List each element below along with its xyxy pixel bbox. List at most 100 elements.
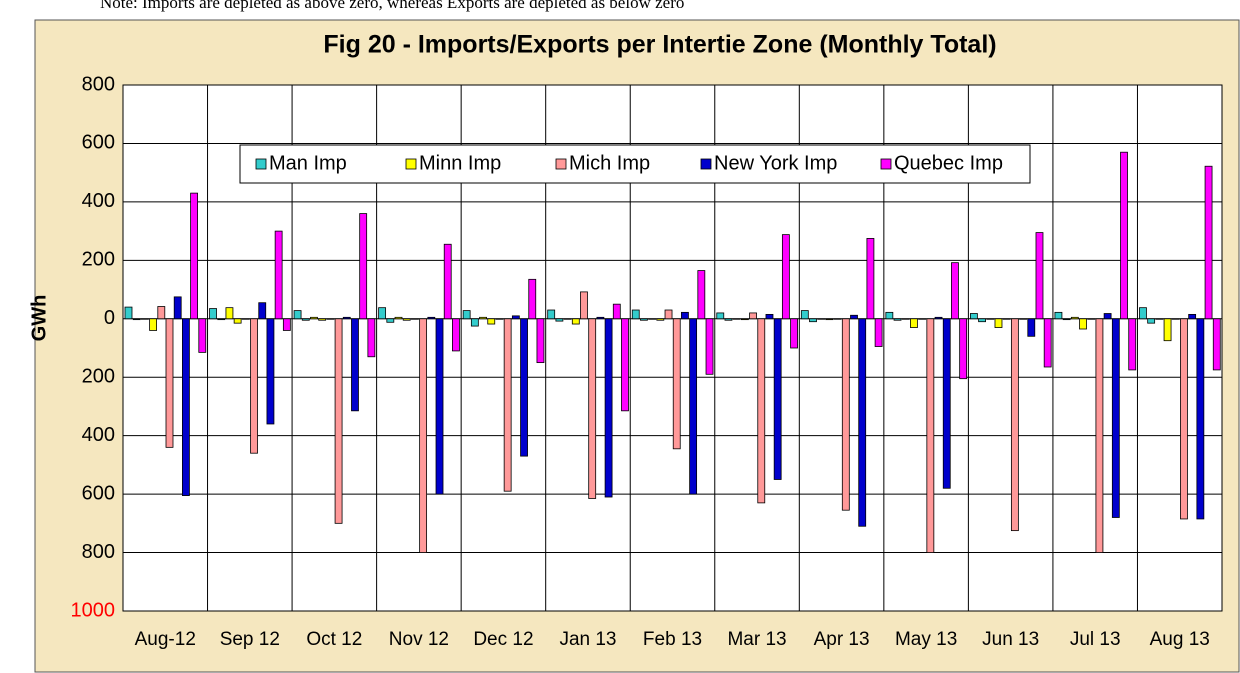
bar	[1070, 316, 1079, 320]
bar	[124, 306, 133, 320]
bar	[850, 314, 858, 320]
bar	[165, 318, 174, 448]
legend-box	[239, 144, 1031, 184]
bar	[1155, 318, 1164, 320]
bar	[1079, 318, 1087, 330]
bar	[503, 318, 512, 492]
bar	[1139, 307, 1147, 320]
bar	[885, 311, 894, 320]
bar	[757, 318, 766, 504]
x-tick-label: May 13	[895, 629, 957, 650]
y-axis-label: GWh	[28, 295, 50, 342]
bar	[773, 318, 782, 480]
bar	[1054, 311, 1063, 320]
bar	[631, 309, 640, 320]
bar	[378, 307, 387, 320]
bar	[1027, 318, 1036, 337]
bar	[1095, 318, 1104, 553]
bar	[656, 318, 665, 321]
bar	[190, 192, 199, 320]
bar	[1111, 318, 1120, 518]
x-tick-label: Jul 13	[1070, 629, 1121, 650]
bar	[951, 262, 959, 320]
bar	[1128, 318, 1137, 371]
bar	[893, 318, 902, 321]
bar	[648, 318, 657, 320]
x-tick-label: Aug-12	[135, 629, 196, 650]
x-tick-label: Feb 13	[643, 629, 702, 650]
bar	[1188, 313, 1197, 320]
y-tick-label: 600	[82, 132, 115, 154]
bar	[258, 302, 267, 320]
bar	[547, 309, 556, 320]
legend-swatch	[255, 158, 267, 170]
bar	[411, 318, 419, 320]
bar	[724, 318, 733, 321]
bar	[427, 316, 436, 320]
y-tick-label: 800	[82, 73, 115, 95]
bar	[800, 310, 809, 320]
bar	[841, 318, 850, 511]
bar	[740, 318, 749, 321]
bar	[528, 278, 537, 320]
chart-title: Fig 20 - Imports/Exports per Intertie Zo…	[323, 31, 996, 59]
bar	[359, 213, 368, 320]
bar	[866, 238, 875, 320]
bar	[1103, 313, 1112, 320]
bar	[858, 318, 867, 527]
bar	[1062, 318, 1071, 321]
bar	[301, 318, 310, 321]
bar	[140, 318, 149, 320]
bar	[994, 318, 1003, 328]
bar	[1043, 318, 1052, 368]
bar	[918, 318, 927, 320]
legend-label: Minn Imp	[419, 152, 501, 174]
bar	[910, 318, 918, 328]
y-tick-label: 200	[82, 249, 115, 271]
bar	[1163, 318, 1172, 342]
y-tick-label: 200	[82, 366, 115, 388]
bar	[1171, 318, 1180, 320]
bar	[435, 318, 444, 495]
legend-swatch	[555, 158, 567, 170]
bar	[241, 318, 250, 320]
bar	[588, 318, 597, 499]
bar	[1147, 318, 1156, 324]
bar	[621, 318, 629, 412]
note: Note: Imports are depleted as above zero…	[100, 0, 684, 12]
bar	[817, 318, 826, 320]
x-tick-label: Aug 13	[1150, 629, 1210, 650]
bar	[978, 318, 986, 323]
bar	[419, 318, 428, 553]
bar	[825, 318, 834, 321]
bar	[452, 318, 460, 352]
bar	[555, 318, 564, 322]
bar	[132, 318, 141, 321]
bar	[462, 310, 471, 320]
bar	[209, 308, 217, 320]
bar	[926, 318, 935, 553]
bar	[293, 310, 302, 320]
bar	[689, 318, 698, 495]
bar	[781, 234, 790, 320]
bar	[765, 313, 774, 320]
bar	[250, 318, 258, 454]
bar	[749, 312, 757, 320]
bar	[732, 318, 741, 320]
legend-swatch	[405, 158, 417, 170]
bar	[520, 318, 528, 457]
bar	[225, 307, 234, 320]
bar	[1180, 318, 1188, 520]
legend-swatch	[700, 158, 712, 170]
x-tick-label: Oct 12	[306, 629, 362, 650]
x-tick-label: Mar 13	[727, 629, 786, 650]
bar	[681, 311, 689, 320]
bar	[266, 318, 275, 425]
bar	[487, 318, 496, 325]
legend-label: Quebec Imp	[894, 152, 1003, 174]
bar	[479, 316, 487, 320]
bar	[1087, 318, 1096, 320]
x-tick-label: Jun 13	[982, 629, 1039, 650]
legend-swatch	[880, 158, 892, 170]
legend-label: Mich Imp	[569, 152, 650, 174]
